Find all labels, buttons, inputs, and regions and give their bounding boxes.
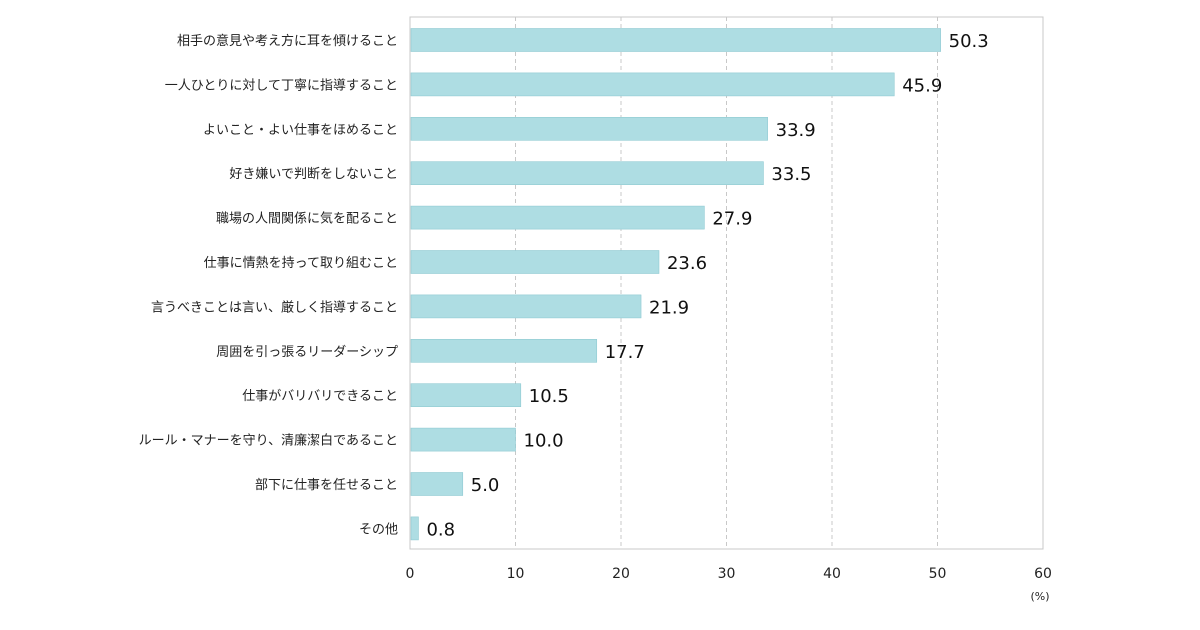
category-label: 職場の人間関係に気を配ること — [216, 211, 398, 227]
x-tick-label: 60 — [1034, 566, 1052, 582]
category-label: 一人ひとりに対して丁寧に指導すること — [165, 77, 398, 93]
x-tick-label: 30 — [718, 566, 736, 582]
category-label: 周囲を引っ張るリーダーシップ — [216, 345, 398, 360]
category-labels: 相手の意見や考え方に耳を傾けること一人ひとりに対して丁寧に指導することよいこと・… — [139, 33, 398, 537]
value-label: 21.9 — [649, 297, 689, 318]
value-label: 17.7 — [605, 342, 645, 363]
category-label: その他 — [359, 522, 398, 537]
bar — [410, 250, 660, 274]
category-label: 言うべきことは言い、厳しく指導すること — [151, 300, 398, 315]
x-tick-label: 20 — [612, 566, 630, 582]
x-axis-unit: (%) — [1030, 590, 1049, 603]
bar — [410, 427, 516, 452]
value-label: 45.9 — [902, 75, 942, 96]
bar — [410, 28, 941, 52]
value-label: 23.6 — [667, 253, 707, 274]
bar — [410, 161, 764, 185]
bar — [410, 117, 768, 141]
x-tick-label: 50 — [929, 566, 947, 582]
value-label: 0.8 — [426, 519, 455, 540]
x-tick-label: 40 — [823, 566, 841, 582]
bar — [410, 72, 895, 97]
category-label: よいこと・よい仕事をほめること — [203, 123, 398, 138]
value-label: 50.3 — [949, 31, 989, 52]
category-label: 相手の意見や考え方に耳を傾けること — [177, 33, 398, 49]
category-label: 部下に仕事を任せること — [255, 478, 398, 493]
bar — [410, 516, 419, 541]
category-label: 仕事に情熱を持って取り組むこと — [204, 256, 398, 271]
x-tick-label: 10 — [507, 566, 525, 582]
bar — [410, 205, 705, 230]
category-label: ルール・マナーを守り、清廉潔白であること — [139, 433, 398, 449]
bar — [410, 338, 598, 363]
bar — [410, 472, 464, 496]
value-label: 10.5 — [529, 386, 569, 407]
x-axis-ticks: 0 10 20 30 40 50 60 — [406, 566, 1052, 582]
value-label: 10.0 — [524, 431, 564, 452]
value-label: 33.9 — [776, 120, 816, 141]
category-label: 仕事がバリバリできること — [242, 389, 398, 404]
bar — [410, 294, 642, 319]
bar — [410, 383, 522, 408]
value-labels: 50.3 45.9 33.9 33.5 27.9 23.6 21.9 17.7 10.5 10.0… — [426, 31, 988, 540]
category-label: 好き嫌いで判断をしないこと — [229, 167, 398, 182]
value-label: 33.5 — [771, 164, 811, 185]
grid-lines — [515, 17, 938, 549]
value-label: 5.0 — [471, 475, 500, 496]
x-tick-label: 0 — [406, 566, 415, 582]
value-label: 27.9 — [712, 209, 752, 230]
bars — [410, 28, 941, 541]
